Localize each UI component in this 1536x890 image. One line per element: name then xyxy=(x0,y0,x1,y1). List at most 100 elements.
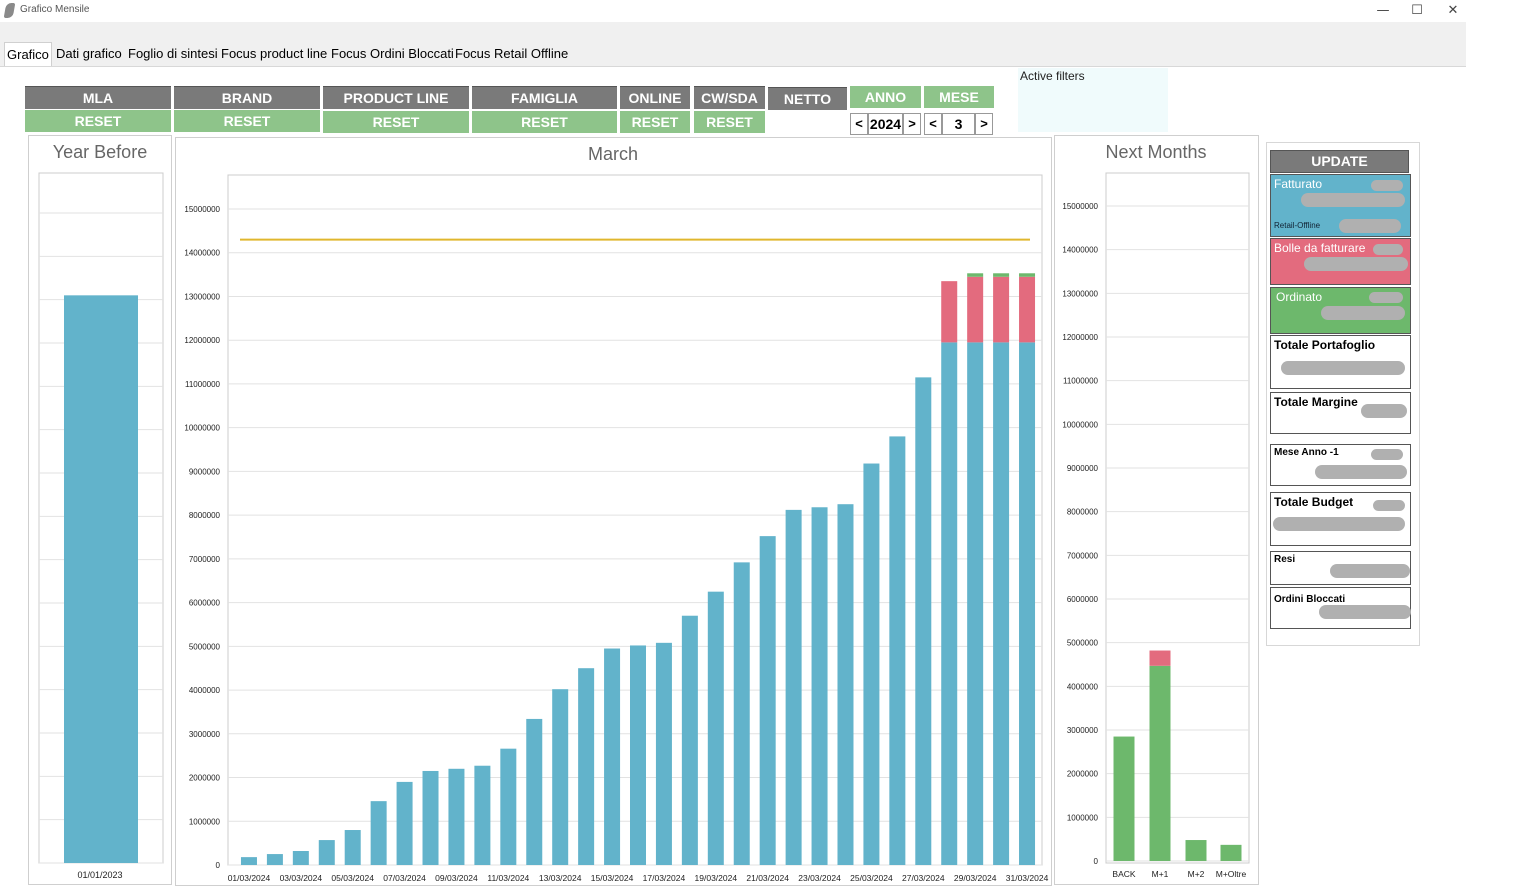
anno-button[interactable]: ANNO xyxy=(850,86,921,108)
y-tick-label: 4000000 xyxy=(189,686,221,695)
totale-portafoglio-card: Totale Portafoglio xyxy=(1270,335,1411,389)
month-next-button[interactable]: > xyxy=(975,113,993,135)
year-prev-button[interactable]: < xyxy=(850,113,868,135)
year-before-chart: Year Before 01/01/2023 xyxy=(38,142,164,880)
tab-foglio-di-sintesi[interactable]: Foglio di sintesi xyxy=(128,46,218,61)
famiglia-reset-button[interactable]: RESET xyxy=(472,111,617,133)
netto-button[interactable]: NETTO xyxy=(768,87,847,110)
y-tick-label: 0 xyxy=(1094,857,1099,866)
march-chart: March 0 1000000 2000000 3000000 4000000 500000… xyxy=(184,144,1048,883)
bar-segment xyxy=(422,770,439,865)
cwsda-filter-button[interactable]: CW/SDA xyxy=(694,86,765,109)
brand-reset-button[interactable]: RESET xyxy=(174,110,320,132)
tab-focus-product-line[interactable]: Focus product line xyxy=(221,46,328,61)
totale-budget-value xyxy=(1273,517,1405,531)
bar-segment xyxy=(811,507,828,865)
x-tick-label: 01/03/2024 xyxy=(228,873,271,883)
bar-segment xyxy=(604,648,621,865)
bar-segment xyxy=(941,281,958,343)
title-bar: Grafico Mensile — ☐ ✕ xyxy=(0,0,1466,22)
active-filters-panel: Active filters xyxy=(1018,68,1168,132)
totale-budget-small-value xyxy=(1373,500,1405,511)
totale-margine-card: Totale Margine xyxy=(1270,392,1411,434)
tab-grafico[interactable]: Grafico xyxy=(4,42,52,67)
y-tick-label: 7000000 xyxy=(1067,551,1099,560)
resi-label: Resi xyxy=(1274,554,1296,565)
resi-card: Resi xyxy=(1270,551,1411,585)
bar-segment xyxy=(1185,840,1207,861)
x-tick-label: M+2 xyxy=(1188,869,1205,879)
active-filters-label: Active filters xyxy=(1020,69,1085,83)
fatturato-value xyxy=(1301,193,1405,207)
y-tick-label: 0 xyxy=(216,861,221,870)
y-tick-label: 8000000 xyxy=(189,511,221,520)
bar-segment xyxy=(1019,273,1036,277)
y-tick-label: 8000000 xyxy=(1067,508,1099,517)
minimize-button[interactable]: — xyxy=(1376,3,1390,18)
y-tick-label: 6000000 xyxy=(189,599,221,608)
chart-title: March xyxy=(588,144,638,164)
bar-segment xyxy=(941,342,958,865)
bolle-small-value xyxy=(1373,244,1403,255)
x-tick-label: 11/03/2024 xyxy=(487,873,529,883)
totale-portafoglio-label: Totale Portafoglio xyxy=(1274,338,1376,352)
update-button[interactable]: UPDATE xyxy=(1270,150,1409,173)
x-tick-label: 29/03/2024 xyxy=(954,873,997,883)
y-tick-label: 1000000 xyxy=(189,817,221,826)
y-tick-label: 9000000 xyxy=(1067,464,1099,473)
bar-segment xyxy=(292,851,309,865)
bar-segment xyxy=(707,591,724,865)
month-prev-button[interactable]: < xyxy=(924,113,942,135)
totale-portafoglio-value xyxy=(1281,361,1405,375)
bolle-value xyxy=(1304,257,1408,271)
x-tick-label: 21/03/2024 xyxy=(746,873,789,883)
tab-focus-ordini-bloccati[interactable]: Focus Ordini Bloccati xyxy=(331,46,454,61)
mla-filter-button[interactable]: MLA xyxy=(25,86,171,109)
y-tick-label: 5000000 xyxy=(1067,639,1099,648)
famiglia-filter-button[interactable]: FAMIGLIA xyxy=(472,86,617,109)
bar-segment xyxy=(993,273,1010,277)
cwsda-reset-button[interactable]: RESET xyxy=(694,111,765,133)
ordini-bloccati-card: Ordini Bloccati xyxy=(1270,587,1411,629)
x-tick-label: 15/03/2024 xyxy=(591,873,634,883)
product-line-filter-button[interactable]: PRODUCT LINE xyxy=(323,86,469,109)
year-next-button[interactable]: > xyxy=(903,113,921,135)
close-button[interactable]: ✕ xyxy=(1447,3,1459,18)
online-filter-button[interactable]: ONLINE xyxy=(620,86,690,109)
bar-segment xyxy=(967,276,984,343)
ordinato-card: Ordinato xyxy=(1270,287,1411,334)
mese-button[interactable]: MESE xyxy=(924,86,994,108)
fatturato-card: Fatturato Retail-Offline xyxy=(1270,174,1411,237)
tab-focus-retail-offline[interactable]: Focus Retail Offline xyxy=(455,46,569,61)
app-icon xyxy=(3,3,16,18)
chart-title: Next Months xyxy=(1105,142,1206,162)
y-tick-label: 14000000 xyxy=(1062,246,1098,255)
bar-segment xyxy=(448,768,465,865)
bar-segment xyxy=(1019,342,1036,865)
y-tick-label: 13000000 xyxy=(1062,289,1098,298)
fatturato-label: Fatturato xyxy=(1274,177,1323,191)
bar-segment xyxy=(266,854,283,865)
mla-reset-button[interactable]: RESET xyxy=(25,110,171,132)
x-tick-label: 03/03/2024 xyxy=(280,873,323,883)
tab-dati-grafico[interactable]: Dati grafico xyxy=(56,46,122,61)
bar-segment xyxy=(526,718,543,865)
online-reset-button[interactable]: RESET xyxy=(620,111,690,133)
y-tick-label: 13000000 xyxy=(184,292,220,301)
bar-segment xyxy=(655,642,672,865)
year-value: 2024 xyxy=(868,113,903,135)
x-tick-label: M+1 xyxy=(1152,869,1169,879)
y-tick-label: 12000000 xyxy=(1062,333,1098,342)
y-tick-label: 2000000 xyxy=(189,774,221,783)
product-line-reset-button[interactable]: RESET xyxy=(323,111,469,133)
brand-filter-button[interactable]: BRAND xyxy=(174,86,320,109)
bar xyxy=(64,295,138,863)
totale-budget-label: Totale Budget xyxy=(1274,495,1354,509)
totale-margine-label: Totale Margine xyxy=(1274,395,1358,409)
retail-offline-value xyxy=(1339,219,1401,233)
maximize-button[interactable]: ☐ xyxy=(1411,3,1423,18)
y-tick-label: 10000000 xyxy=(1062,420,1098,429)
mese-anno-small-value xyxy=(1371,449,1403,460)
x-tick-label: BACK xyxy=(1112,869,1135,879)
bar-segment xyxy=(967,342,984,865)
